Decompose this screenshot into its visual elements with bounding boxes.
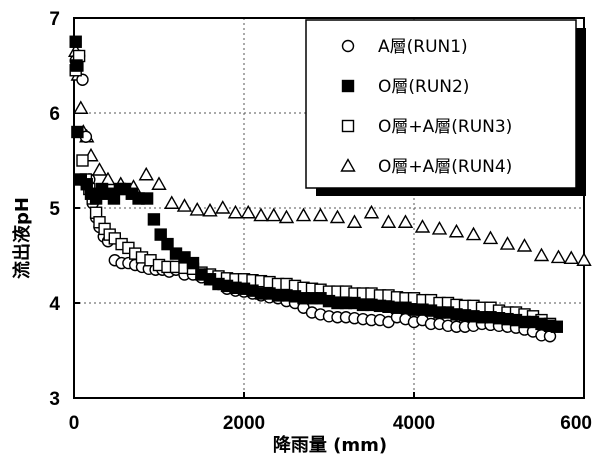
data-point <box>266 207 282 222</box>
data-point <box>563 250 579 265</box>
data-point <box>202 202 218 217</box>
data-point <box>76 73 89 86</box>
data-point <box>431 220 448 235</box>
data-point <box>397 214 414 228</box>
data-point <box>499 236 516 250</box>
x-tick-label: 2000 <box>223 413 265 434</box>
series-2 <box>69 35 563 333</box>
data-point <box>312 207 329 222</box>
data-point <box>138 166 154 181</box>
data-point <box>363 204 380 219</box>
legend-label: A層(RUN1) <box>378 37 468 57</box>
data-point <box>186 256 200 270</box>
data-point <box>189 201 205 216</box>
data-point <box>414 219 431 233</box>
data-point <box>176 198 193 212</box>
data-point <box>448 223 465 238</box>
legend-label: O層+A層(RUN3) <box>378 117 512 137</box>
data-point <box>73 100 89 114</box>
x-tick-label: 600 <box>560 413 592 434</box>
data-point <box>240 204 256 219</box>
data-point <box>576 252 592 266</box>
data-points <box>68 35 592 343</box>
axis-ticks: 3 4 5 6 7 0 2000 4000 600 <box>49 9 592 434</box>
data-point <box>154 228 167 241</box>
y-tick-label: 4 <box>49 294 60 315</box>
data-point <box>465 226 482 241</box>
data-point <box>482 230 499 245</box>
data-point <box>253 207 269 222</box>
data-point <box>550 320 563 333</box>
data-point <box>70 59 83 72</box>
legend-label: O層(RUN2) <box>378 77 469 97</box>
data-point <box>161 237 174 251</box>
data-point <box>227 204 244 219</box>
data-point <box>91 162 108 176</box>
y-tick-label: 5 <box>49 199 60 220</box>
x-axis-title: 降雨量 (mm) <box>273 434 387 456</box>
data-point <box>550 249 567 264</box>
data-point <box>380 214 397 228</box>
y-tick-label: 6 <box>49 104 60 125</box>
legend-label: O層+A層(RUN4) <box>378 157 512 177</box>
data-point <box>346 214 363 228</box>
data-point <box>278 209 295 224</box>
data-point <box>516 238 533 252</box>
legend-marker <box>341 79 355 93</box>
data-point <box>533 247 550 262</box>
legend-marker <box>340 158 356 172</box>
data-point <box>69 35 82 48</box>
data-point <box>71 125 84 139</box>
data-point <box>215 200 231 214</box>
data-point <box>151 176 167 190</box>
y-tick-label: 3 <box>49 389 60 410</box>
data-point <box>147 213 161 226</box>
data-point <box>140 192 154 205</box>
data-point <box>329 209 346 224</box>
data-point <box>295 207 312 222</box>
legend: A層(RUN1) O層(RUN2) O層+A層(RUN3) O層+A層(RUN4) <box>305 19 586 196</box>
data-point <box>164 195 180 209</box>
legend-marker <box>341 119 355 133</box>
y-axis-title: 流出液pH <box>11 197 33 279</box>
data-point <box>76 154 89 167</box>
x-tick-label: 4000 <box>393 413 435 434</box>
legend-marker <box>341 39 355 53</box>
y-tick-label: 7 <box>49 9 60 30</box>
x-tick-label: 0 <box>69 413 80 434</box>
